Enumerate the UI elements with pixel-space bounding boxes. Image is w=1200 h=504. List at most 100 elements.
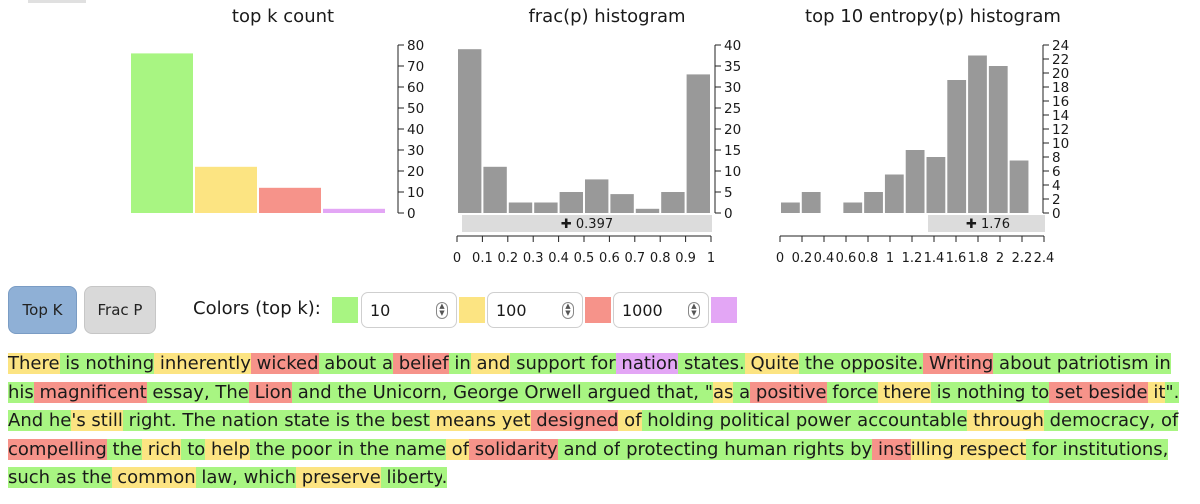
token[interactable]: There xyxy=(8,353,60,374)
token[interactable]: patriotism xyxy=(1050,353,1149,374)
token[interactable]: , xyxy=(203,381,210,403)
token[interactable]: solidarity xyxy=(469,438,558,460)
token[interactable]: of xyxy=(1155,410,1179,431)
token[interactable]: to xyxy=(1025,381,1050,403)
token[interactable]: holding xyxy=(641,410,714,431)
token[interactable]: for xyxy=(1026,438,1057,460)
token[interactable]: The xyxy=(176,410,216,431)
token[interactable]: argued xyxy=(581,381,651,403)
token[interactable]: beside xyxy=(1082,381,1148,403)
topk-threshold-input-3[interactable]: 1000 ▲ ▼ xyxy=(613,292,709,328)
token[interactable]: support xyxy=(510,353,586,374)
token[interactable]: force xyxy=(826,381,878,403)
token[interactable]: Writing xyxy=(923,353,994,374)
token[interactable]: nothing xyxy=(951,381,1026,403)
token[interactable]: states xyxy=(678,353,740,374)
token[interactable]: and xyxy=(470,353,511,374)
token[interactable]: 's xyxy=(71,410,86,431)
token[interactable]: accountable xyxy=(851,410,968,431)
token[interactable]: nation xyxy=(615,353,679,374)
token[interactable]: about xyxy=(993,353,1051,374)
token[interactable]: inherently xyxy=(154,353,251,374)
token[interactable]: wicked xyxy=(250,353,319,374)
top-k-button[interactable]: Top K xyxy=(8,286,77,334)
token[interactable]: is xyxy=(930,381,952,403)
frac-p-button[interactable]: Frac P xyxy=(84,286,156,334)
token[interactable]: poor xyxy=(285,438,332,460)
token[interactable]: yet xyxy=(496,410,531,431)
token[interactable]: Lion xyxy=(248,381,293,403)
stepper-icon[interactable]: ▲ ▼ xyxy=(436,302,448,319)
token[interactable]: rights xyxy=(787,438,845,460)
token[interactable]: George xyxy=(447,381,519,403)
token[interactable]: essay xyxy=(146,381,204,403)
token[interactable]: political xyxy=(713,410,791,431)
token[interactable]: law xyxy=(195,467,233,488)
token[interactable]: the xyxy=(249,438,286,460)
token[interactable]: that xyxy=(650,381,694,403)
token[interactable]: Orwell xyxy=(518,381,582,403)
stepper-icon[interactable]: ▲ ▼ xyxy=(688,302,700,319)
token[interactable]: the xyxy=(353,438,390,460)
token[interactable]: , xyxy=(1149,410,1156,431)
token[interactable]: about xyxy=(318,353,377,374)
token[interactable]: Unicorn xyxy=(366,381,442,403)
token[interactable]: to xyxy=(181,438,206,460)
token[interactable]: . xyxy=(170,410,177,431)
token[interactable]: designed xyxy=(530,410,619,431)
token[interactable]: the xyxy=(106,438,143,460)
token[interactable]: state xyxy=(278,410,330,431)
token[interactable]: there xyxy=(877,381,931,403)
token[interactable]: it xyxy=(1147,381,1166,403)
token[interactable]: belief xyxy=(392,353,449,374)
token[interactable]: of xyxy=(618,410,642,431)
token[interactable]: name xyxy=(389,438,446,460)
token[interactable]: preserve xyxy=(296,467,381,488)
token[interactable]: and xyxy=(292,381,332,403)
token[interactable]: positive xyxy=(750,381,827,403)
token[interactable]: The xyxy=(209,381,249,403)
token[interactable]: nation xyxy=(215,410,279,431)
token[interactable]: in xyxy=(331,438,354,460)
token[interactable]: of xyxy=(445,438,470,460)
token[interactable]: he xyxy=(43,410,72,431)
token[interactable]: means xyxy=(429,410,496,431)
token[interactable]: through xyxy=(967,410,1044,431)
token[interactable]: the xyxy=(331,381,367,403)
token[interactable]: and xyxy=(557,438,598,460)
token[interactable]: common xyxy=(111,467,196,488)
token[interactable]: a xyxy=(376,353,393,374)
token[interactable]: the xyxy=(349,410,386,431)
topk-threshold-input-1[interactable]: 10 ▲ ▼ xyxy=(361,292,457,328)
token[interactable]: for xyxy=(585,353,616,374)
token[interactable]: right xyxy=(122,410,171,431)
token[interactable]: best xyxy=(385,410,430,431)
token[interactable]: the xyxy=(76,467,112,488)
token[interactable]: . xyxy=(739,353,745,374)
token[interactable]: compelling xyxy=(8,438,107,460)
token[interactable]: And xyxy=(8,410,44,431)
token[interactable]: protecting xyxy=(620,438,719,460)
token[interactable]: nothing xyxy=(79,353,155,374)
token[interactable]: the xyxy=(799,353,835,374)
token[interactable]: institutions xyxy=(1056,438,1163,460)
token[interactable]: . xyxy=(441,467,448,488)
token[interactable]: , xyxy=(441,381,448,403)
token[interactable]: his xyxy=(8,381,34,403)
token[interactable]: , xyxy=(1162,438,1169,460)
token[interactable]: ". xyxy=(1165,381,1180,403)
token[interactable]: is xyxy=(59,353,80,374)
token[interactable]: human xyxy=(718,438,787,460)
token[interactable]: power xyxy=(790,410,852,431)
token[interactable]: as xyxy=(713,381,734,403)
token[interactable]: as xyxy=(50,467,77,488)
token[interactable]: inst xyxy=(872,438,911,460)
token[interactable]: , xyxy=(232,467,238,488)
token[interactable]: still xyxy=(85,410,123,431)
token[interactable]: rich xyxy=(142,438,182,460)
token[interactable]: a xyxy=(733,381,751,403)
token[interactable]: set xyxy=(1049,381,1083,403)
token[interactable]: in xyxy=(448,353,471,374)
token[interactable]: is xyxy=(329,410,350,431)
token[interactable]: respect xyxy=(953,438,1027,460)
